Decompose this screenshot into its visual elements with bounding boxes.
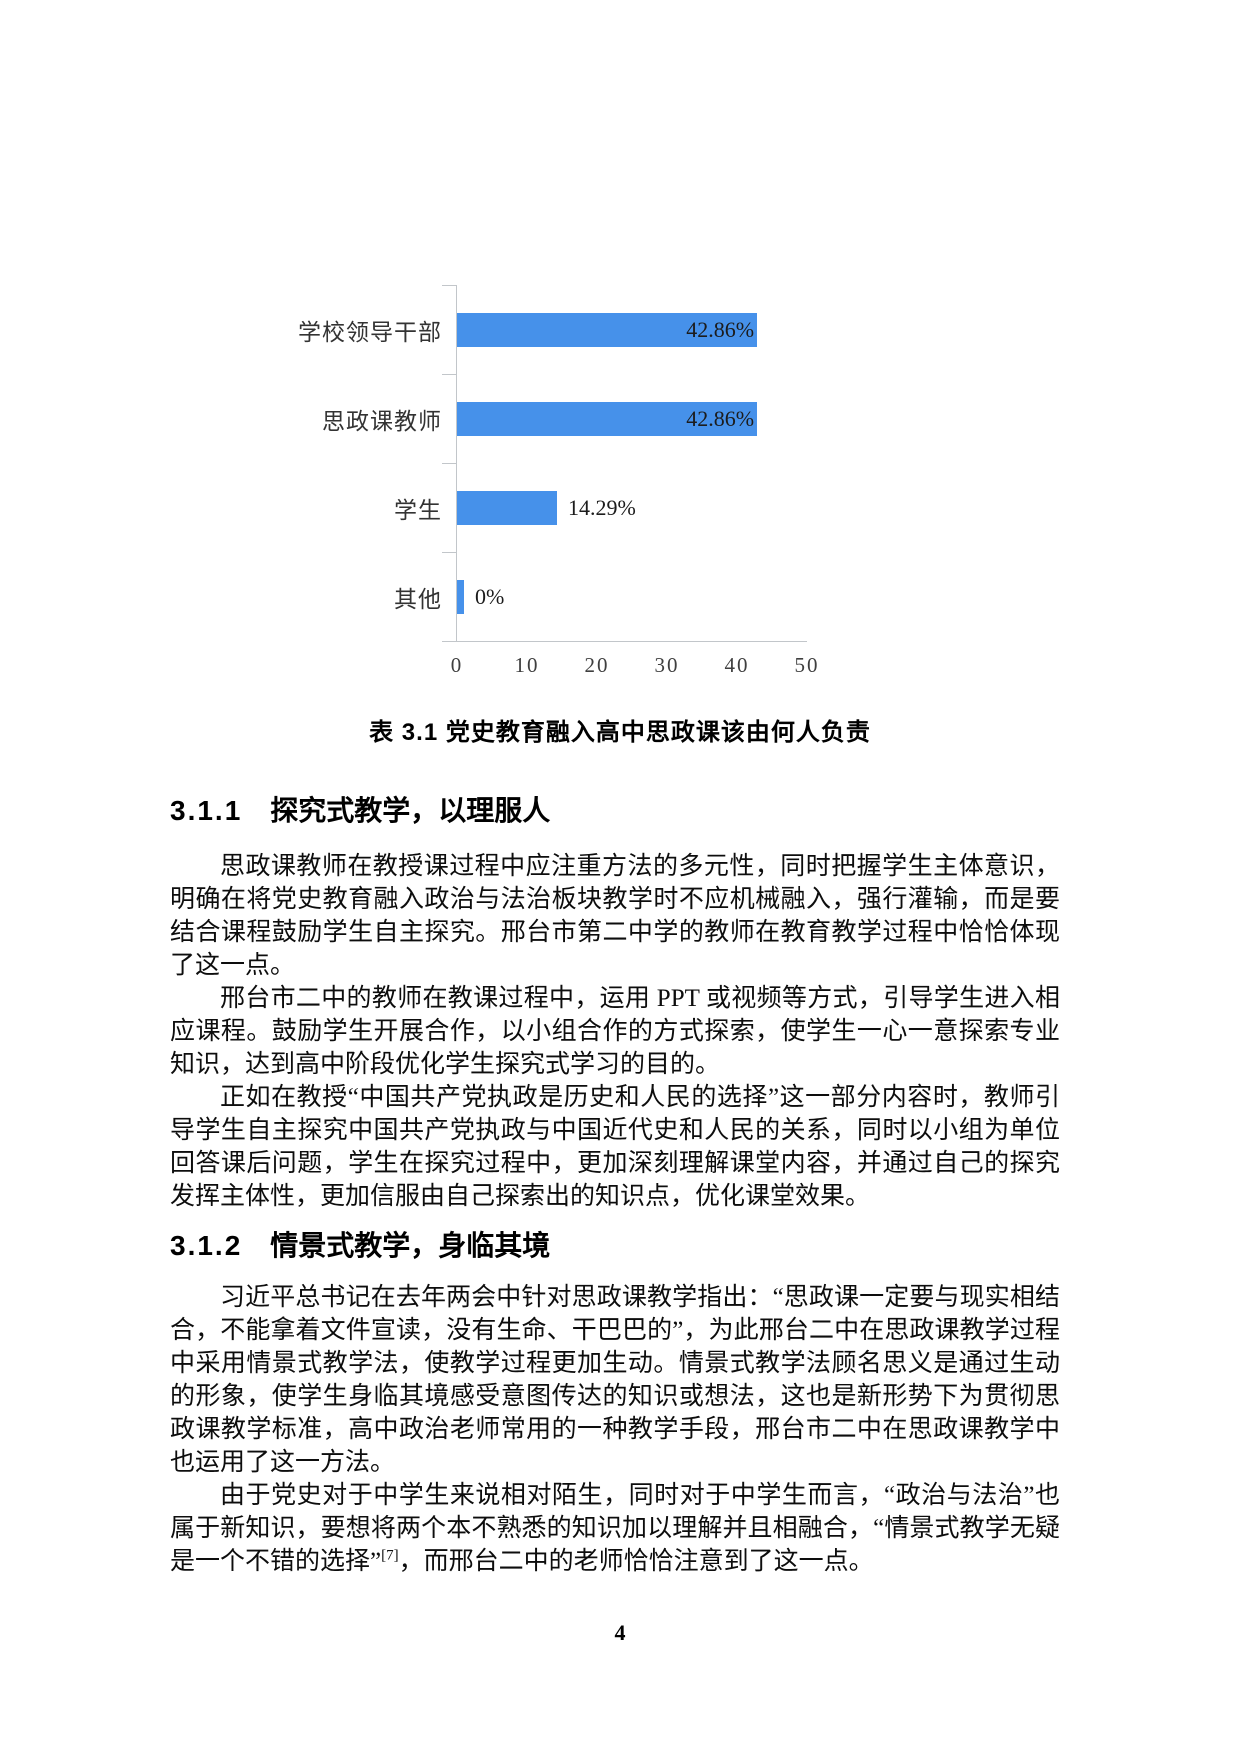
section-heading-3-1-1: 3.1.1 探究式教学，以理服人: [170, 794, 1060, 828]
section-heading-3-1-2: 3.1.2 情景式教学，身临其境: [170, 1229, 1060, 1263]
section-number: 3.1.2: [170, 1230, 243, 1261]
chart-x-tick-label: 10: [514, 653, 540, 677]
chart-category-label: 思政课教师: [322, 408, 442, 434]
chart-bar-row: 0%: [457, 552, 807, 641]
citation-ref: [7]: [381, 1547, 399, 1564]
paragraph: 思政课教师在教授课过程中应注重方法的多元性，同时把握学生主体意识，明确在将党史教…: [170, 853, 1060, 979]
chart-axis-tick: [442, 463, 457, 464]
chart-x-tick-label: 30: [654, 653, 680, 677]
section-title: 情景式教学，身临其境: [270, 1230, 551, 1261]
chart-value-label: 42.86%: [686, 405, 755, 431]
chart-bar: 42.86%: [457, 312, 758, 347]
page-content: 3.1.1 探究式教学，以理服人 思政课教师在教授课过程中应注重方法的多元性，同时…: [170, 794, 1060, 1578]
chart-value-label: 0%: [475, 583, 505, 609]
page-number: 4: [614, 1620, 626, 1645]
chart-category-label: 学生: [394, 497, 442, 523]
chart-x-tick-label: 20: [584, 653, 610, 677]
paragraph: 习近平总书记在去年两会中针对思政课教学指出：“思政课一定要与现实相结合，不能拿着…: [170, 1284, 1060, 1476]
chart-bar-row: 42.86%: [457, 374, 807, 463]
chart-bar-row: 14.29%: [457, 463, 807, 552]
chart-value-label: 14.29%: [568, 494, 636, 520]
paragraph-text: ，而邢台二中的老师恰恰注意到了这一点。: [398, 1548, 874, 1575]
chart-category-label: 学校领导干部: [298, 319, 442, 345]
chart-bar-row: 42.86%: [457, 285, 807, 374]
chart-category-label: 其他: [394, 586, 442, 612]
chart-axis-tick: [442, 374, 457, 375]
chart-bar: [457, 579, 464, 614]
chart-value-label: 42.86%: [686, 316, 755, 342]
section-number: 3.1.1: [170, 795, 243, 826]
chart-x-axis: 0 10 20 30 40 50: [451, 641, 818, 686]
chart-axis-tick: [442, 641, 457, 642]
paragraph: 邢台市二中的教师在教课过程中，运用 PPT 或视频等方式，引导学生进入相应课程。…: [170, 985, 1060, 1078]
chart-bar: [457, 490, 558, 525]
chart-rows: 42.86% 42.86% 14.29% 0%: [457, 285, 807, 641]
paragraph-text: 由于党史对于中学生来说相对陌生，同时对于中学生而言，“政治与法治”也属于新知识，…: [170, 1482, 1060, 1575]
bar-chart: 学校领导干部思政课教师学生其他 42.86% 42.86% 14.29% 0% 0 10…: [278, 285, 818, 677]
section-title: 探究式教学，以理服人: [270, 795, 551, 826]
chart-x-tick-label: 40: [724, 653, 750, 677]
chart-x-tick-label: 50: [794, 653, 820, 677]
chart-plot: 42.86% 42.86% 14.29% 0% 0 10 20 30 40 50: [442, 285, 818, 677]
chart-axis-tick: [442, 552, 457, 553]
chart-bar: 42.86%: [457, 401, 758, 436]
paragraph: 正如在教授“中国共产党执政是历史和人民的选择”这一部分内容时，教师引导学生自主探…: [170, 1084, 1060, 1210]
chart-category-labels: 学校领导干部思政课教师学生其他: [278, 285, 456, 641]
chart-axis-tick: [442, 285, 457, 286]
chart-x-tick-label: 0: [450, 653, 464, 677]
table-caption: 表 3.1 党史教育融入高中思政课该由何人负责: [369, 719, 871, 746]
paragraph: 由于党史对于中学生来说相对陌生，同时对于中学生而言，“政治与法治”也属于新知识，…: [170, 1479, 1060, 1578]
